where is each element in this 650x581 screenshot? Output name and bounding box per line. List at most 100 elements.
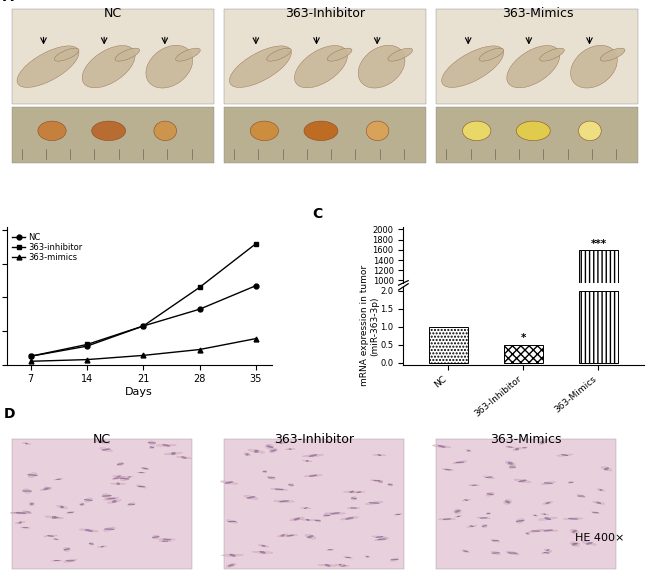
Ellipse shape (280, 501, 289, 502)
Ellipse shape (274, 442, 287, 443)
Ellipse shape (229, 46, 291, 87)
Ellipse shape (601, 48, 625, 61)
Ellipse shape (301, 507, 311, 509)
Ellipse shape (315, 520, 320, 521)
Ellipse shape (225, 482, 233, 483)
Ellipse shape (538, 529, 558, 532)
Ellipse shape (578, 121, 601, 141)
Line: 363-inhibitor: 363-inhibitor (28, 241, 258, 358)
Ellipse shape (120, 476, 129, 481)
Ellipse shape (266, 446, 273, 448)
Bar (436, 9, 638, 105)
Ellipse shape (531, 530, 540, 532)
Ellipse shape (21, 527, 31, 528)
Ellipse shape (572, 530, 577, 532)
Ellipse shape (247, 497, 255, 498)
Ellipse shape (89, 543, 94, 545)
363-mimics (83, 356, 91, 363)
Ellipse shape (373, 454, 386, 456)
Ellipse shape (113, 476, 125, 477)
Bar (504, 345, 543, 363)
Ellipse shape (103, 527, 115, 532)
Ellipse shape (467, 450, 470, 451)
Ellipse shape (111, 483, 126, 485)
Ellipse shape (346, 557, 350, 558)
Ellipse shape (456, 462, 464, 463)
Ellipse shape (486, 477, 493, 478)
Ellipse shape (466, 450, 471, 451)
Ellipse shape (326, 549, 334, 550)
Ellipse shape (510, 465, 515, 469)
Text: ***: *** (590, 239, 606, 249)
Ellipse shape (52, 516, 56, 519)
Ellipse shape (10, 512, 31, 514)
Ellipse shape (16, 512, 25, 514)
Ellipse shape (540, 442, 544, 443)
Ellipse shape (51, 560, 62, 561)
Ellipse shape (604, 468, 608, 470)
Line: 363-mimics: 363-mimics (28, 336, 258, 364)
Ellipse shape (250, 121, 278, 141)
Ellipse shape (306, 460, 308, 462)
Ellipse shape (44, 535, 57, 537)
Ellipse shape (304, 475, 322, 477)
NC (196, 306, 203, 313)
Ellipse shape (148, 441, 155, 444)
Bar (436, 107, 638, 163)
Ellipse shape (176, 456, 191, 458)
363-inhibitor (83, 341, 91, 348)
Ellipse shape (31, 503, 33, 505)
Ellipse shape (55, 48, 79, 61)
Ellipse shape (263, 471, 266, 472)
Ellipse shape (463, 551, 468, 552)
Ellipse shape (89, 543, 94, 544)
363-mimics (252, 335, 260, 342)
Ellipse shape (513, 447, 521, 451)
Ellipse shape (301, 519, 315, 521)
Ellipse shape (486, 492, 494, 496)
363-mimics (139, 352, 147, 359)
Ellipse shape (228, 564, 234, 566)
Ellipse shape (492, 540, 499, 541)
Ellipse shape (159, 540, 171, 541)
Ellipse shape (479, 48, 504, 61)
Ellipse shape (66, 560, 75, 561)
Ellipse shape (486, 512, 490, 515)
Ellipse shape (463, 121, 491, 141)
Ellipse shape (516, 121, 551, 141)
Ellipse shape (568, 518, 578, 519)
Ellipse shape (53, 517, 60, 518)
Ellipse shape (462, 499, 471, 501)
Ellipse shape (309, 475, 317, 476)
Ellipse shape (274, 500, 294, 503)
Ellipse shape (22, 443, 31, 444)
Ellipse shape (545, 518, 551, 520)
Y-axis label: mRNA expression in tumor
(miR-363-3p): mRNA expression in tumor (miR-363-3p) (359, 265, 379, 386)
Ellipse shape (64, 559, 77, 562)
Ellipse shape (226, 564, 236, 568)
Ellipse shape (229, 554, 235, 557)
Ellipse shape (541, 551, 551, 554)
Ellipse shape (462, 550, 469, 553)
Ellipse shape (307, 536, 313, 538)
Text: C: C (312, 207, 322, 221)
Ellipse shape (388, 48, 413, 61)
Ellipse shape (25, 443, 28, 444)
Text: D: D (3, 407, 15, 421)
Ellipse shape (465, 500, 468, 501)
363-inhibitor (252, 241, 260, 248)
Ellipse shape (324, 512, 346, 514)
Ellipse shape (339, 565, 349, 566)
Ellipse shape (142, 468, 148, 469)
Ellipse shape (289, 449, 291, 450)
Ellipse shape (64, 547, 70, 551)
Ellipse shape (150, 446, 155, 449)
Ellipse shape (15, 521, 25, 524)
Ellipse shape (597, 489, 604, 491)
Ellipse shape (541, 482, 556, 485)
Ellipse shape (541, 514, 549, 515)
Ellipse shape (101, 546, 103, 547)
Ellipse shape (152, 535, 159, 539)
Ellipse shape (103, 497, 119, 500)
Ellipse shape (148, 442, 156, 443)
